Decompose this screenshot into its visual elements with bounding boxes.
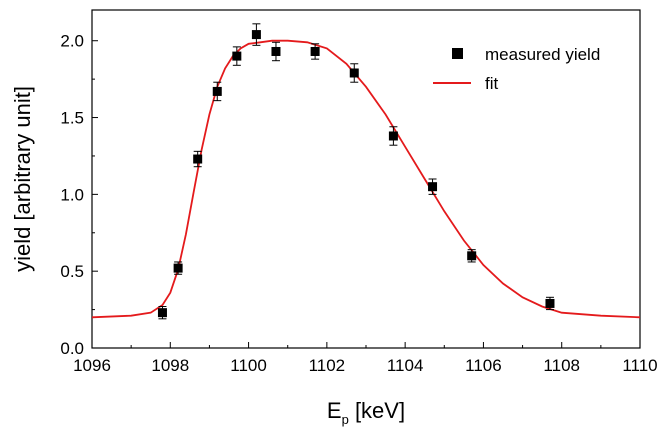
y-tick-label: 2.0 <box>60 32 84 51</box>
data-point <box>545 296 555 311</box>
x-axis-title-subscript: p <box>342 412 349 427</box>
data-point <box>271 41 281 62</box>
point-marker <box>251 30 261 40</box>
point-marker <box>428 182 438 192</box>
point-marker <box>173 263 183 273</box>
x-axis-title-unit: [keV] <box>349 398 405 423</box>
legend-marker-measured <box>452 48 463 59</box>
point-marker <box>467 251 477 261</box>
data-point <box>310 43 320 60</box>
data-point <box>173 261 183 275</box>
x-axis-title-main: E <box>327 398 342 423</box>
x-tick-label: 1102 <box>309 356 346 375</box>
x-tick-label: 1100 <box>230 356 267 375</box>
x-tick-label: 1110 <box>622 356 657 375</box>
data-point <box>388 126 398 146</box>
x-tick-label: 1108 <box>543 356 580 375</box>
data-point <box>349 63 359 83</box>
y-tick-label: 0.5 <box>60 262 84 281</box>
plot-area <box>91 9 641 349</box>
x-tick-label: 1098 <box>151 356 189 375</box>
fit-line <box>91 39 641 319</box>
data-point <box>251 23 261 46</box>
point-marker <box>193 154 203 164</box>
legend-label-measured: measured yield <box>485 45 600 64</box>
x-axis-title: Ep [keV] <box>327 398 405 427</box>
x-tick-label: 1096 <box>73 356 111 375</box>
measured-yield-series <box>157 23 555 320</box>
point-marker <box>310 46 320 56</box>
y-tick-label: 1.5 <box>60 109 84 128</box>
point-marker <box>388 131 398 141</box>
point-marker <box>349 68 359 78</box>
data-point <box>157 306 167 320</box>
legend-label-fit: fit <box>485 74 499 93</box>
y-tick-label: 1.0 <box>60 185 84 204</box>
legend: measured yield fit <box>433 45 600 93</box>
y-tick-label: 0.0 <box>60 339 84 358</box>
ticks: 1096 1098 1100 1102 1104 1106 1108 1110 0.0 0.5 1.… <box>60 32 657 375</box>
point-marker <box>157 308 167 318</box>
point-marker <box>212 86 222 96</box>
point-marker <box>545 298 555 308</box>
data-point <box>193 150 203 168</box>
data-point <box>232 46 242 66</box>
data-point <box>467 249 477 263</box>
x-tick-label: 1104 <box>387 356 424 375</box>
data-point <box>428 178 438 195</box>
point-marker <box>232 51 242 61</box>
y-axis-title: yield [arbitrary unit] <box>10 86 35 272</box>
data-point <box>212 81 222 102</box>
fit-series <box>91 39 641 319</box>
x-tick-label: 1106 <box>465 356 502 375</box>
point-marker <box>271 46 281 56</box>
